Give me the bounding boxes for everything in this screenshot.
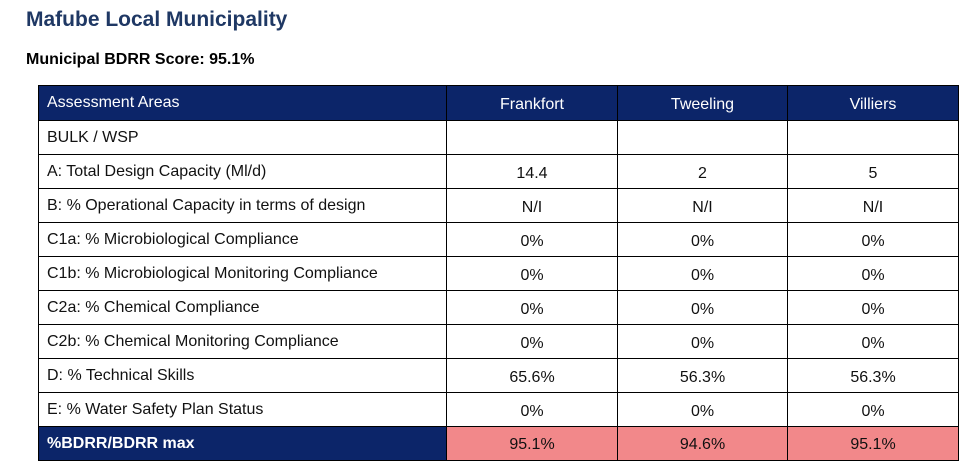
cell-villiers: 56.3% <box>787 358 959 393</box>
cell-tweeling: 0% <box>617 392 788 427</box>
header-frankfort: Frankfort <box>446 85 618 121</box>
page-title: Mafube Local Municipality <box>26 8 288 31</box>
total-villiers: 95.1% <box>787 426 959 461</box>
header-assessment-areas: Assessment Areas <box>38 85 447 121</box>
row-label: C1a: % Microbiological Compliance <box>38 222 447 257</box>
total-frankfort: 95.1% <box>446 426 618 461</box>
total-row: %BDRR/BDRR max 95.1% 94.6% 95.1% <box>38 426 959 461</box>
cell-frankfort: 14.4 <box>446 154 618 189</box>
assessment-table: Assessment Areas Frankfort Tweeling Vill… <box>38 85 959 461</box>
cell-villiers <box>787 120 959 155</box>
row-label: B: % Operational Capacity in terms of de… <box>38 188 447 223</box>
table-row: C2b: % Chemical Monitoring Compliance 0%… <box>38 324 959 359</box>
cell-villiers: 0% <box>787 222 959 257</box>
total-label: %BDRR/BDRR max <box>38 426 447 461</box>
cell-villiers: 0% <box>787 324 959 359</box>
cell-frankfort: 65.6% <box>446 358 618 393</box>
cell-tweeling: N/I <box>617 188 788 223</box>
row-label: C2b: % Chemical Monitoring Compliance <box>38 324 447 359</box>
cell-tweeling: 0% <box>617 324 788 359</box>
table-row: A: Total Design Capacity (Ml/d) 14.4 2 5 <box>38 154 959 189</box>
cell-tweeling <box>617 120 788 155</box>
table-row: BULK / WSP <box>38 120 959 155</box>
row-label: A: Total Design Capacity (Ml/d) <box>38 154 447 189</box>
table-header-row: Assessment Areas Frankfort Tweeling Vill… <box>38 85 959 121</box>
cell-villiers: 0% <box>787 392 959 427</box>
cell-villiers: N/I <box>787 188 959 223</box>
table-row: C1a: % Microbiological Compliance 0% 0% … <box>38 222 959 257</box>
header-tweeling: Tweeling <box>617 85 788 121</box>
cell-tweeling: 2 <box>617 154 788 189</box>
cell-villiers: 0% <box>787 256 959 291</box>
cell-tweeling: 0% <box>617 256 788 291</box>
cell-frankfort: 0% <box>446 392 618 427</box>
cell-frankfort: 0% <box>446 222 618 257</box>
row-label: E: % Water Safety Plan Status <box>38 392 447 427</box>
row-label: C2a: % Chemical Compliance <box>38 290 447 325</box>
cell-frankfort <box>446 120 618 155</box>
municipal-score: Municipal BDRR Score: 95.1% <box>26 51 255 68</box>
cell-tweeling: 0% <box>617 222 788 257</box>
cell-frankfort: 0% <box>446 324 618 359</box>
row-label: C1b: % Microbiological Monitoring Compli… <box>38 256 447 291</box>
table-row: C1b: % Microbiological Monitoring Compli… <box>38 256 959 291</box>
cell-frankfort: 0% <box>446 256 618 291</box>
table-row: E: % Water Safety Plan Status 0% 0% 0% <box>38 392 959 427</box>
cell-tweeling: 0% <box>617 290 788 325</box>
cell-frankfort: 0% <box>446 290 618 325</box>
row-label: D: % Technical Skills <box>38 358 447 393</box>
row-label: BULK / WSP <box>38 120 447 155</box>
cell-villiers: 5 <box>787 154 959 189</box>
table-row: B: % Operational Capacity in terms of de… <box>38 188 959 223</box>
total-tweeling: 94.6% <box>617 426 788 461</box>
cell-villiers: 0% <box>787 290 959 325</box>
table-row: C2a: % Chemical Compliance 0% 0% 0% <box>38 290 959 325</box>
table-row: D: % Technical Skills 65.6% 56.3% 56.3% <box>38 358 959 393</box>
cell-frankfort: N/I <box>446 188 618 223</box>
header-villiers: Villiers <box>787 85 959 121</box>
cell-tweeling: 56.3% <box>617 358 788 393</box>
